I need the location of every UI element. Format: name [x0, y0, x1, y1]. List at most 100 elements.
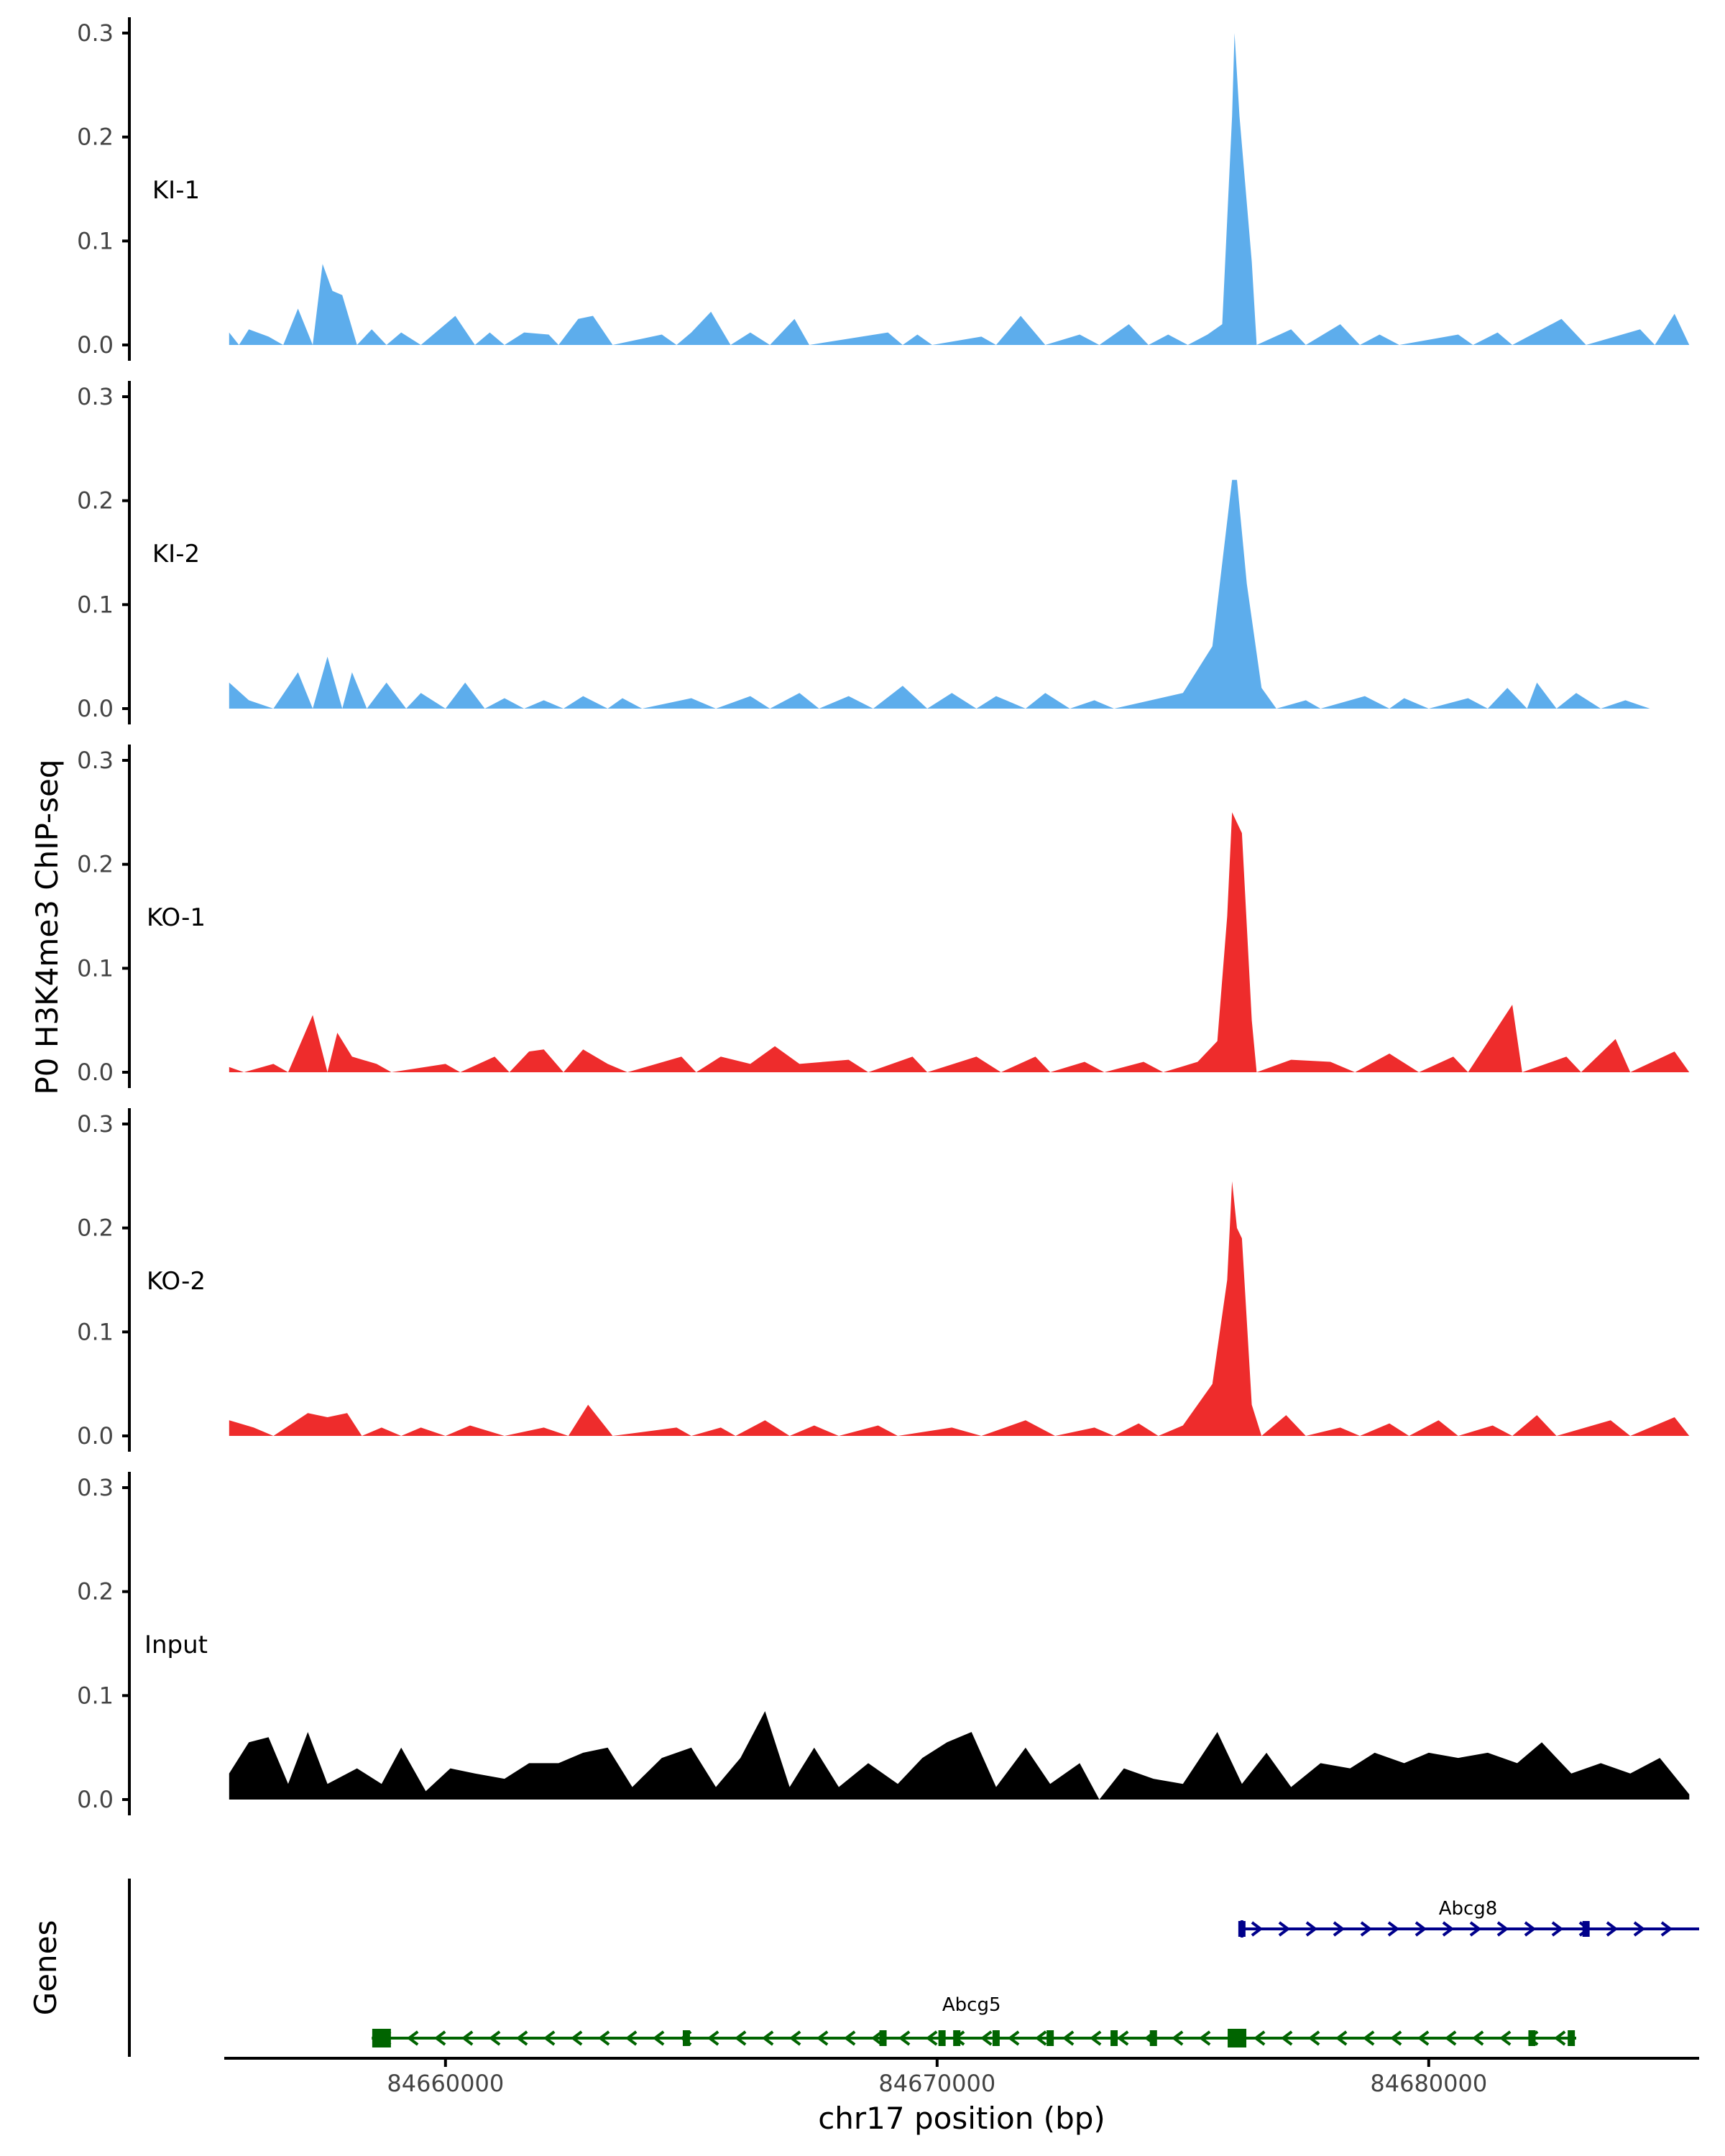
signal-area — [229, 1711, 1690, 1800]
strand-arrow-icon — [1469, 1921, 1482, 1937]
gene-label: Abcg8 — [1439, 1898, 1498, 1920]
strand-arrow-icon — [1499, 2030, 1512, 2046]
strand-arrow-icon — [1660, 1921, 1673, 1937]
exon-block — [992, 2030, 1000, 2046]
track-label: KO-1 — [147, 903, 206, 932]
strand-arrow-icon — [870, 2030, 883, 2046]
y-tick-label: 0.0 — [77, 1422, 114, 1450]
strand-arrow-icon — [788, 2030, 801, 2046]
y-tick-label: 0.1 — [77, 954, 114, 982]
y-tick-label: 0.1 — [77, 591, 114, 618]
exon-block — [1149, 2030, 1157, 2046]
exon-block — [1046, 2030, 1054, 2046]
gene-abcg5: Abcg5 — [372, 1994, 1576, 2047]
exon-block — [372, 2029, 391, 2047]
strand-arrow-icon — [1305, 1921, 1318, 1937]
exon-block — [953, 2030, 961, 2046]
strand-arrow-icon — [734, 2030, 747, 2046]
exon-block — [1568, 2030, 1576, 2046]
gene-models: Abcg8 Abcg5 — [372, 1898, 1699, 2047]
y-tick-label: 0.1 — [77, 1682, 114, 1709]
strand-arrow-icon — [543, 2030, 556, 2046]
gene-abcg8: Abcg8 — [1238, 1898, 1699, 1938]
exon-block — [1228, 2029, 1247, 2047]
strand-arrow-icon — [1198, 2030, 1211, 2046]
strand-arrow-icon — [1360, 1921, 1373, 1937]
strand-arrow-icon — [406, 2030, 419, 2046]
x-axis: 84660000 84670000 84680000 chr17 position … — [224, 2057, 1699, 2136]
y-tick-label: 0.3 — [77, 1474, 114, 1501]
x-ticks: 84660000 84670000 84680000 — [387, 2058, 1487, 2097]
strand-arrow-icon — [433, 2030, 446, 2046]
strand-arrow-icon — [925, 2030, 938, 2046]
y-tick-label: 0.0 — [77, 1059, 114, 1086]
track-ko-1: 0.0 0.1 0.2 0.3 KO-1 — [77, 745, 1690, 1088]
genes-panel: Genes Abcg8 Abcg5 — [28, 1879, 1699, 2057]
y-tick-label: 0.3 — [77, 19, 114, 47]
strand-arrow-icon — [652, 2030, 665, 2046]
strand-arrow-icon — [1251, 1921, 1264, 1937]
y-tick-label: 0.2 — [77, 124, 114, 151]
y-tick-label: 0.0 — [77, 331, 114, 359]
strand-arrow-icon — [816, 2030, 829, 2046]
strand-arrow-icon — [1633, 1921, 1646, 1937]
strand-arrow-icon — [843, 2030, 856, 2046]
y-tick-label: 0.3 — [77, 747, 114, 774]
strand-arrow-icon — [980, 2030, 993, 2046]
strand-arrow-icon — [1062, 2030, 1075, 2046]
strand-arrow-icon — [761, 2030, 774, 2046]
strand-arrow-icon — [1362, 2030, 1375, 2046]
y-tick-label: 0.2 — [77, 1215, 114, 1242]
strand-arrow-icon — [1089, 2030, 1102, 2046]
track-ko-2: 0.0 0.1 0.2 0.3 KO-2 — [77, 1108, 1690, 1452]
signal-tracks: 0.00.10.20.3KI-10.00.10.20.3KI-20.00.10.… — [77, 17, 1690, 1815]
y-axis-title: P0 H3K4me3 ChIP-seq — [29, 759, 65, 1095]
x-tick-label: 84670000 — [878, 2070, 995, 2097]
strand-arrow-icon — [461, 2030, 474, 2046]
strand-arrow-icon — [597, 2030, 610, 2046]
strand-arrow-icon — [1171, 2030, 1184, 2046]
exon-block — [938, 2030, 946, 2046]
gene-label: Abcg5 — [942, 1994, 1001, 2016]
strand-arrow-icon — [1444, 2030, 1457, 2046]
strand-arrow-icon — [1278, 1921, 1291, 1937]
exon-block — [682, 2030, 690, 2046]
strand-arrow-icon — [1389, 2030, 1402, 2046]
strand-arrow-icon — [1414, 1921, 1427, 1937]
y-tick-label: 0.2 — [77, 1578, 114, 1606]
strand-arrow-icon — [488, 2030, 501, 2046]
track-label: KI-2 — [152, 540, 200, 568]
y-tick-label: 0.3 — [77, 1110, 114, 1138]
track-label: Input — [144, 1631, 208, 1659]
strand-arrow-icon — [1116, 2030, 1129, 2046]
strand-arrow-icon — [1496, 1921, 1509, 1937]
y-tick-label: 0.2 — [77, 487, 114, 515]
strand-arrow-icon — [1551, 1921, 1564, 1937]
x-tick-label: 84660000 — [387, 2070, 504, 2097]
track-label: KO-2 — [147, 1267, 206, 1296]
strand-arrow-icon — [570, 2030, 583, 2046]
strand-arrow-icon — [1333, 1921, 1346, 1937]
x-tick-label: 84680000 — [1370, 2070, 1487, 2097]
x-axis-title: chr17 position (bp) — [818, 2101, 1105, 2136]
genes-track-title: Genes — [28, 1920, 63, 2016]
strand-arrow-icon — [1417, 2030, 1430, 2046]
strand-arrow-icon — [1387, 1921, 1400, 1937]
y-tick-label: 0.0 — [77, 695, 114, 722]
strand-arrow-icon — [1471, 2030, 1484, 2046]
exon-block — [1528, 2030, 1536, 2046]
track-label: KI-1 — [152, 176, 200, 205]
y-tick-label: 0.3 — [77, 383, 114, 410]
strand-arrow-icon — [1442, 1921, 1455, 1937]
y-tick-label: 0.2 — [77, 851, 114, 878]
strand-arrow-icon — [707, 2030, 719, 2046]
strand-arrow-icon — [625, 2030, 638, 2046]
strand-arrow-icon — [1335, 2030, 1348, 2046]
strand-arrow-icon — [1524, 1921, 1537, 1937]
track-ki-2: 0.0 0.1 0.2 0.3 KI-2 — [77, 381, 1650, 724]
strand-arrow-icon — [515, 2030, 528, 2046]
strand-arrow-icon — [1307, 2030, 1320, 2046]
strand-arrow-icon — [1253, 2030, 1266, 2046]
